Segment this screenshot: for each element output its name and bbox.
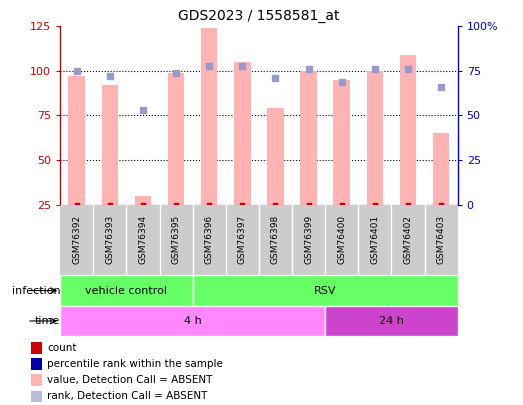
Bar [300,71,317,205]
Bar [60,306,325,336]
Text: GSM76400: GSM76400 [337,215,346,264]
Point [238,201,246,208]
Point [371,201,379,208]
Point [304,201,313,208]
Text: GSM76402: GSM76402 [403,215,413,264]
Bar [367,71,383,205]
Text: count: count [48,343,77,353]
Text: GSM76392: GSM76392 [72,215,81,264]
Bar [31,374,42,386]
Text: time: time [35,316,60,326]
Point [404,201,412,208]
Point [106,73,114,79]
Text: GSM76399: GSM76399 [304,215,313,264]
Bar [400,55,416,205]
Bar [334,80,350,205]
Point [271,75,280,81]
Bar [201,28,218,205]
Bar [234,62,251,205]
Text: infection: infection [12,286,60,296]
Text: GSM76403: GSM76403 [437,215,446,264]
Point [172,201,180,208]
Point [238,62,246,69]
Text: GSM76396: GSM76396 [204,215,214,264]
Point [337,78,346,85]
Text: RSV: RSV [314,286,336,296]
Text: 4 h: 4 h [184,316,201,326]
Point [271,201,280,208]
Bar [69,76,85,205]
Point [73,201,81,208]
Point [205,201,213,208]
Bar [60,275,192,306]
Point [205,62,213,69]
Bar [31,342,42,354]
Bar [101,85,118,205]
Point [404,66,412,72]
Text: GSM76398: GSM76398 [271,215,280,264]
Point [437,201,445,208]
Text: value, Detection Call = ABSENT: value, Detection Call = ABSENT [48,375,213,385]
Point [172,69,180,76]
Bar [192,275,458,306]
Text: GSM76397: GSM76397 [238,215,247,264]
Text: vehicle control: vehicle control [85,286,167,296]
Text: GSM76401: GSM76401 [370,215,379,264]
Bar [31,358,42,370]
Text: GSM76394: GSM76394 [139,215,147,264]
Point [73,68,81,74]
Text: GSM76393: GSM76393 [105,215,115,264]
Text: rank, Detection Call = ABSENT: rank, Detection Call = ABSENT [48,391,208,401]
Point [437,84,445,90]
Point [304,66,313,72]
Title: GDS2023 / 1558581_at: GDS2023 / 1558581_at [178,9,339,23]
Text: percentile rank within the sample: percentile rank within the sample [48,359,223,369]
Text: 24 h: 24 h [379,316,404,326]
Text: GSM76395: GSM76395 [172,215,180,264]
Bar [267,108,283,205]
Point [337,201,346,208]
Point [139,107,147,113]
Bar [325,306,458,336]
Bar [135,196,151,205]
Point [139,201,147,208]
Bar [31,390,42,402]
Bar [433,133,449,205]
Point [106,201,114,208]
Point [371,66,379,72]
Bar [168,72,185,205]
